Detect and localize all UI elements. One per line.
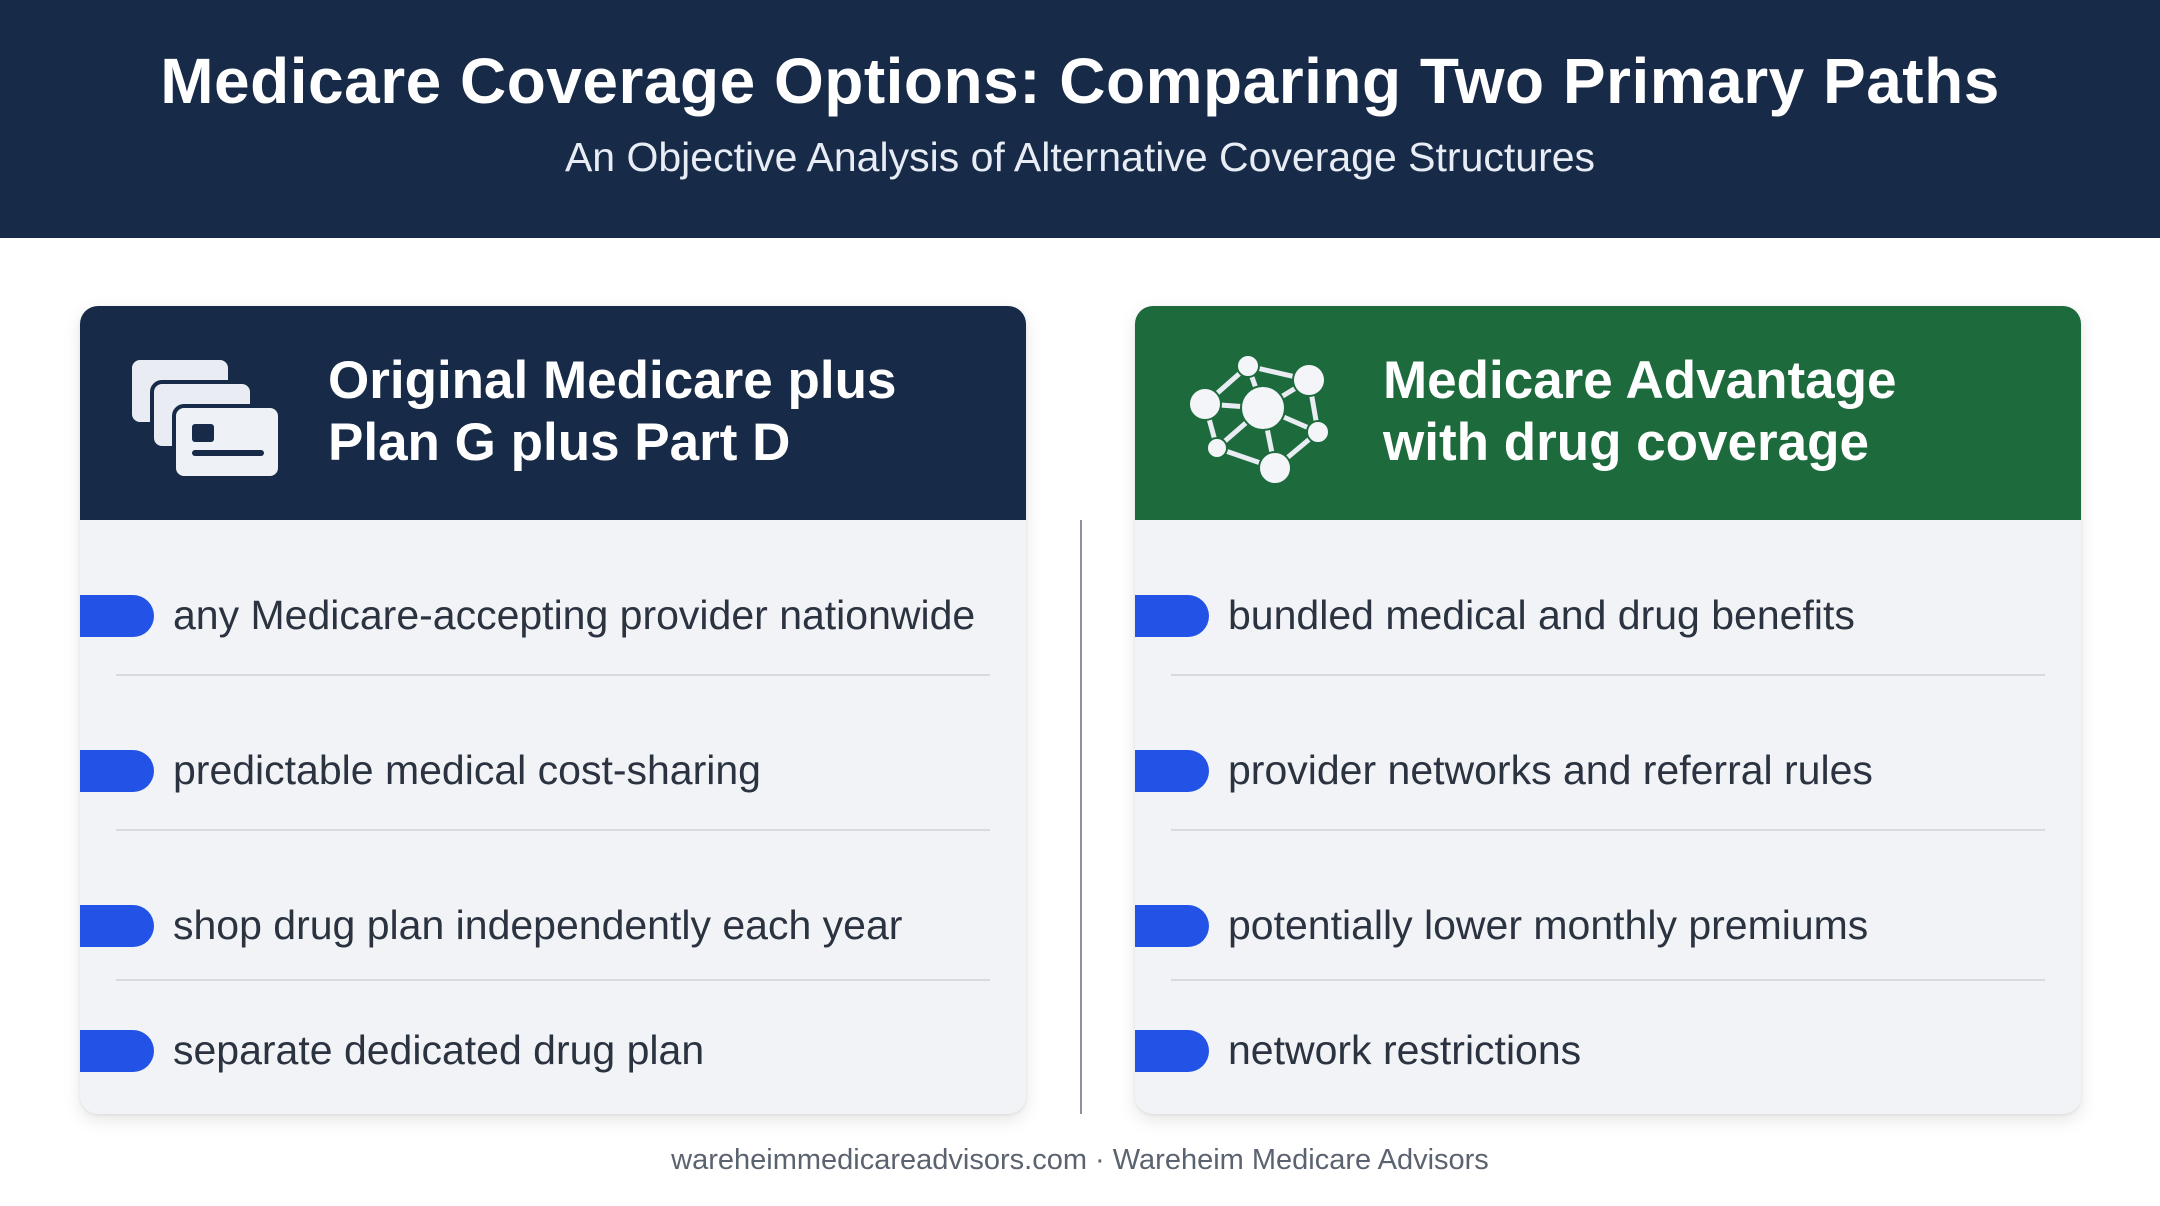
- cards-stack-icon: [128, 356, 282, 480]
- list-item-text: provider networks and referral rules: [1228, 747, 1873, 793]
- list-item: any Medicare-accepting provider nationwi…: [80, 585, 1026, 645]
- card-title: Medicare Advantage with drug coverage: [1383, 350, 2063, 474]
- list-item-text: bundled medical and drug benefits: [1228, 592, 1855, 638]
- list-item-text: predictable medical cost-sharing: [173, 747, 761, 793]
- bullet-marker: [80, 595, 154, 637]
- center-divider: [1080, 520, 1082, 1114]
- list-item: potentially lower monthly premiums: [1135, 895, 2081, 955]
- bullet-marker: [1135, 595, 1209, 637]
- page-header: Medicare Coverage Options: Comparing Two…: [0, 0, 2160, 238]
- footer-attribution: wareheimmedicareadvisors.com · Wareheim …: [671, 1144, 1489, 1176]
- bullet-marker: [80, 905, 154, 947]
- list-item: provider networks and referral rules: [1135, 740, 2081, 800]
- list-item-text: separate dedicated drug plan: [173, 1027, 705, 1073]
- list-item-text: shop drug plan independently each year: [173, 902, 903, 948]
- card-title-line1: Original Medicare plus: [328, 351, 897, 410]
- divider: [116, 674, 990, 676]
- bullet-marker: [1135, 1030, 1209, 1072]
- divider: [1171, 829, 2045, 831]
- card-header: Original Medicare plus Plan G plus Part …: [80, 306, 1026, 520]
- list-item-text: potentially lower monthly premiums: [1228, 902, 1869, 948]
- network-nodes-icon: [1188, 354, 1330, 485]
- divider: [116, 979, 990, 981]
- bullet-marker: [1135, 905, 1209, 947]
- card-title-line2: Plan G plus Part D: [328, 413, 791, 472]
- list-item-text: any Medicare-accepting provider nationwi…: [173, 592, 976, 638]
- card-title-line1: Medicare Advantage: [1383, 351, 1897, 410]
- card-title-line2: with drug coverage: [1383, 413, 1869, 472]
- medicare-advantage-card: Medicare Advantage with drug coverage bu…: [1135, 306, 2081, 1114]
- bullet-marker: [1135, 750, 1209, 792]
- page-title: Medicare Coverage Options: Comparing Two…: [160, 45, 2000, 117]
- bullet-marker: [80, 1030, 154, 1072]
- list-item-text: network restrictions: [1228, 1027, 1582, 1073]
- card-title: Original Medicare plus Plan G plus Part …: [328, 350, 1008, 474]
- bullet-marker: [80, 750, 154, 792]
- original-medicare-card: Original Medicare plus Plan G plus Part …: [80, 306, 1026, 1114]
- list-item: bundled medical and drug benefits: [1135, 585, 2081, 645]
- divider: [1171, 979, 2045, 981]
- list-item: shop drug plan independently each year: [80, 895, 1026, 955]
- divider: [116, 829, 990, 831]
- list-item: separate dedicated drug plan: [80, 1020, 1026, 1080]
- list-item: network restrictions: [1135, 1020, 2081, 1080]
- card-header: Medicare Advantage with drug coverage: [1135, 306, 2081, 520]
- list-item: predictable medical cost-sharing: [80, 740, 1026, 800]
- page-subtitle: An Objective Analysis of Alternative Cov…: [564, 134, 1596, 180]
- divider: [1171, 674, 2045, 676]
